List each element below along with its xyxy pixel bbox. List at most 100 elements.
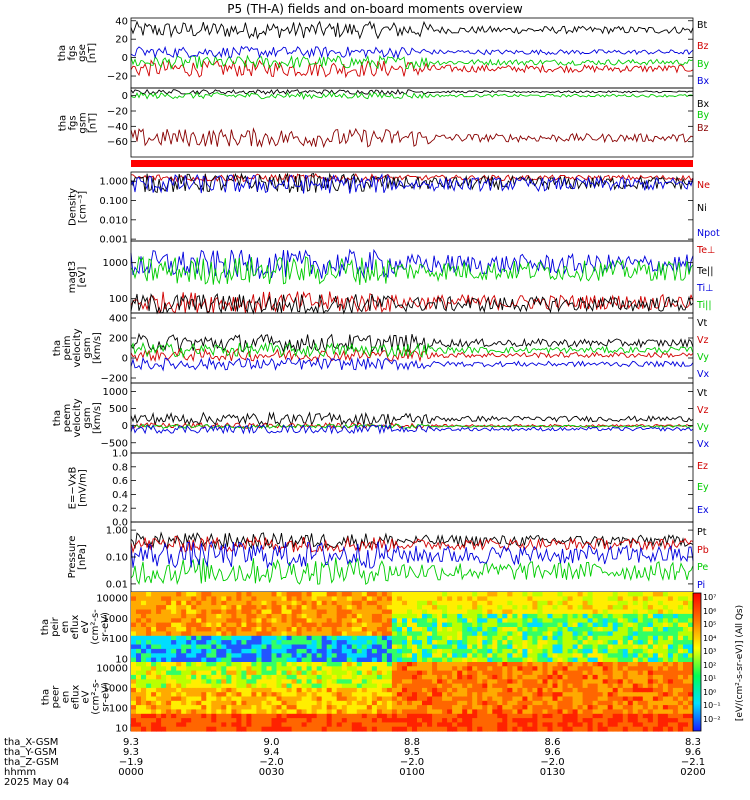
heat-cell xyxy=(241,622,247,628)
heat-cell xyxy=(331,605,338,611)
heat-cell xyxy=(381,635,388,641)
heat-cell xyxy=(587,653,594,659)
heat-cell xyxy=(527,666,533,672)
heat-cell xyxy=(181,653,187,659)
heat-cell xyxy=(331,635,338,641)
heat-cell xyxy=(597,722,604,728)
heat-cell xyxy=(512,726,518,732)
heat-cell xyxy=(281,618,288,624)
heat-cell xyxy=(321,653,328,659)
heat-cell xyxy=(462,674,468,680)
heat-cell xyxy=(136,596,142,602)
heat-cell xyxy=(402,627,408,632)
heat-cell xyxy=(341,648,348,654)
heat-cell xyxy=(422,713,428,719)
heat-cell xyxy=(657,592,664,597)
heat-cell xyxy=(296,679,303,685)
heat-cell xyxy=(532,666,538,672)
heat-cell xyxy=(642,687,649,693)
heat-cell xyxy=(256,644,262,650)
heat-cell xyxy=(256,692,262,698)
heat-cell xyxy=(497,609,503,615)
heat-cell xyxy=(662,657,669,663)
heat-cell xyxy=(627,648,634,654)
heat-cell xyxy=(542,600,549,606)
heat-cell xyxy=(181,618,187,624)
heat-cell xyxy=(191,713,197,719)
heat-cell xyxy=(251,640,257,646)
heat-cell xyxy=(166,696,172,702)
heat-cell xyxy=(667,700,674,706)
heat-cell xyxy=(371,609,378,615)
heat-cell xyxy=(201,618,207,624)
heat-cell xyxy=(427,692,433,698)
heat-cell xyxy=(356,718,363,723)
heat-cell xyxy=(391,609,398,615)
heat-cell xyxy=(412,662,418,667)
heat-cell xyxy=(627,718,634,723)
heat-cell xyxy=(261,679,268,685)
heat-cell xyxy=(537,644,543,650)
heat-cell xyxy=(261,618,268,624)
heat-cell xyxy=(497,627,503,632)
heat-cell xyxy=(562,705,569,710)
heat-cell xyxy=(547,687,554,693)
heat-cell xyxy=(447,622,453,628)
heat-cell xyxy=(617,605,624,611)
heat-cell xyxy=(532,609,538,615)
heat-cell xyxy=(371,722,378,728)
heat-cell xyxy=(141,722,147,728)
heat-cell xyxy=(562,635,569,641)
heat-cell xyxy=(457,662,463,667)
heat-cell xyxy=(166,618,172,624)
heat-cell xyxy=(477,666,483,672)
heat-cell xyxy=(447,670,453,676)
heat-cell xyxy=(351,687,358,693)
heat-cell xyxy=(547,605,554,611)
heat-cell xyxy=(557,687,564,693)
heat-cell xyxy=(612,726,619,732)
heat-cell xyxy=(166,657,172,663)
heat-cell xyxy=(587,627,594,632)
heat-cell xyxy=(251,609,257,615)
heat-cell xyxy=(206,679,212,685)
heat-cell xyxy=(457,670,463,676)
heat-cell xyxy=(422,627,428,632)
y-axis-label-peer_eflux: tha peer en eflux eV (cm²‑s‑ sr‑eV) xyxy=(40,652,111,741)
heat-cell xyxy=(688,605,694,611)
heat-cell xyxy=(567,600,574,606)
heat-cell xyxy=(151,696,157,702)
heat-cell xyxy=(366,644,373,650)
heat-cell xyxy=(206,696,212,702)
ephemeris-value: −2.0 xyxy=(540,757,565,768)
heat-cell xyxy=(517,640,523,646)
heat-cell xyxy=(226,666,232,672)
heat-cell xyxy=(627,600,634,606)
heat-cell xyxy=(176,683,182,689)
heat-cell xyxy=(386,657,393,663)
heat-cell xyxy=(151,631,157,637)
heat-cell xyxy=(336,705,343,710)
heat-cell xyxy=(622,622,629,628)
heat-cell xyxy=(632,635,639,641)
heat-cell xyxy=(186,648,192,654)
heat-cell xyxy=(522,683,528,689)
heat-cell xyxy=(186,709,192,715)
heat-cell xyxy=(437,631,443,637)
heat-cell xyxy=(497,670,503,676)
heat-cell xyxy=(477,709,483,715)
heat-cell xyxy=(136,726,142,732)
ephemeris-value: 9.6 xyxy=(544,747,561,758)
heat-cell xyxy=(161,631,167,637)
heat-cell xyxy=(321,692,328,698)
heat-cell xyxy=(437,644,443,650)
heat-cell xyxy=(226,609,232,615)
heat-cell xyxy=(201,648,207,654)
heat-cell xyxy=(512,618,518,624)
heat-cell xyxy=(266,622,273,628)
heat-cell xyxy=(161,726,167,732)
heat-cell xyxy=(261,648,268,654)
heat-cell xyxy=(266,687,273,693)
heat-cell xyxy=(236,722,242,728)
heat-cell xyxy=(361,635,368,641)
